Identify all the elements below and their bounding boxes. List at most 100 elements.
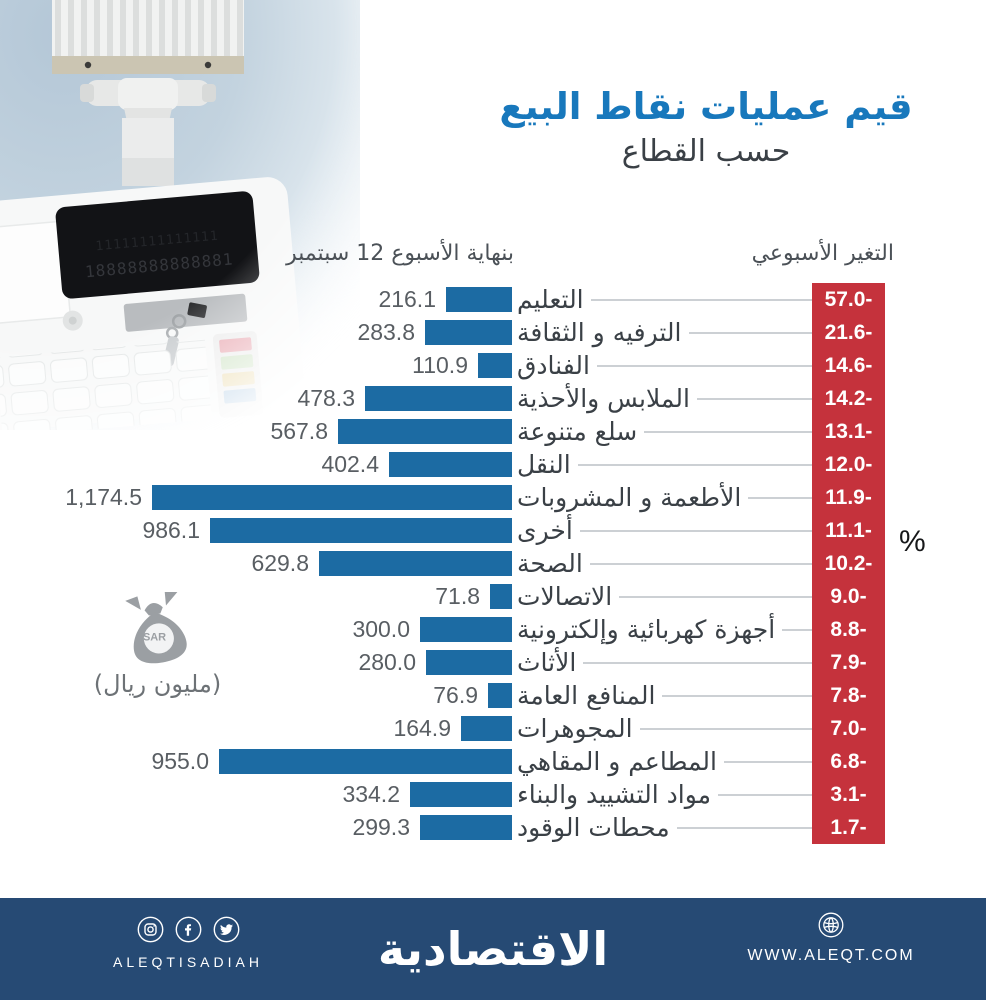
leader-line (662, 694, 812, 697)
bar (420, 815, 512, 840)
bar (152, 485, 512, 510)
key-ring-icon (171, 314, 187, 329)
leader-line (619, 595, 812, 598)
weekly-change-cell: 57.0- (812, 283, 885, 316)
leader-line (676, 826, 812, 829)
cash-register-photo: 11111111111111 18888888888881 (0, 0, 360, 438)
value-column-header: بنهاية الأسبوع 12 سبتمبر (286, 241, 514, 266)
bar (365, 386, 512, 411)
leader-line (782, 628, 812, 631)
weekly-change-cell: 6.8- (812, 745, 885, 778)
weekly-change-cell: 7.0- (812, 712, 885, 745)
weekly-change-cell: 8.8- (812, 613, 885, 646)
bar-value-label: 71.8 (435, 583, 480, 609)
cash-register-illustration: 11111111111111 18888888888881 (0, 0, 305, 438)
bar-value-label: 567.8 (270, 418, 328, 444)
chart-row: 280.0 الأثاث 7.9- (0, 646, 986, 679)
bar (425, 320, 512, 345)
chart-row: 71.8 الاتصالات 9.0- (0, 580, 986, 613)
bar (446, 287, 512, 312)
page-subtitle: حسب القطاع (621, 134, 791, 170)
leader-line (696, 397, 812, 400)
category-label: الفنادق (517, 351, 590, 380)
bar-value-label: 629.8 (251, 550, 309, 576)
weekly-change-cell: 14.6- (812, 349, 885, 382)
bar-value-label: 216.1 (378, 286, 436, 312)
weekly-change-cell: 12.0- (812, 448, 885, 481)
category-label-group: مواد التشييد والبناء (517, 778, 812, 811)
leader-line (723, 760, 812, 763)
leader-line (644, 430, 812, 433)
chart-row: 986.1 أخرى 11.1- (0, 514, 986, 547)
weekly-change-cell: 10.2- (812, 547, 885, 580)
leader-line (688, 331, 812, 334)
money-bag-sar-icon: SAR (124, 591, 187, 664)
category-label: الترفيه و الثقافة (517, 318, 682, 347)
sar-badge: SAR (142, 632, 165, 644)
register-body: 11111111111111 18888888888881 (0, 177, 305, 438)
leader-line (718, 793, 812, 796)
leader-line (590, 298, 812, 301)
category-label: المنافع العامة (517, 681, 656, 710)
unit-block: SAR (مليون ريال) (90, 591, 225, 698)
bar-value-label: 402.4 (321, 451, 379, 477)
weekly-change-cell: 13.1- (812, 415, 885, 448)
unit-label: (مليون ريال) (93, 670, 222, 698)
bar (319, 551, 512, 576)
instagram-icon (137, 916, 164, 947)
weekly-change-cell: 7.9- (812, 646, 885, 679)
weekly-change-cell: 7.8- (812, 679, 885, 712)
category-label-group: سلع متنوعة (517, 415, 812, 448)
category-label: مواد التشييد والبناء (517, 780, 711, 809)
chart-row: 334.2 مواد التشييد والبناء 3.1- (0, 778, 986, 811)
bar (420, 617, 512, 642)
chart-row: 110.9 الفنادق 14.6- (0, 349, 986, 382)
bar-value-label: 283.8 (357, 319, 415, 345)
weekly-change-cell: 11.1- (812, 514, 885, 547)
bar-value-label: 110.9 (412, 352, 468, 378)
title-block: قيم عمليات نقاط البيع حسب القطاع (496, 84, 916, 169)
category-label: الصحة (517, 549, 583, 578)
chart-row: 629.8 الصحة 10.2- (0, 547, 986, 580)
category-label-group: الأثاث (517, 646, 812, 679)
category-label: الأثاث (517, 648, 577, 677)
category-label-group: المنافع العامة (517, 679, 812, 712)
twitter-icon (213, 916, 240, 947)
page-title: قيم عمليات نقاط البيع (499, 85, 913, 128)
bar-value-label: 1,174.5 (65, 484, 142, 510)
bar (410, 782, 512, 807)
bar-value-label: 986.1 (142, 517, 200, 543)
category-label-group: الملابس والأحذية (517, 382, 812, 415)
bar (389, 452, 512, 477)
bar-value-label: 280.0 (358, 649, 416, 675)
footer-logo-block: الاقتصادية (0, 898, 986, 1000)
change-column-header: التغير الأسبوعي (751, 241, 894, 266)
footer-website-block: WWW.ALEQT.COM (716, 912, 946, 965)
chart-row: 1,174.5 الأطعمة و المشروبات 11.9- (0, 481, 986, 514)
card-slots (212, 331, 264, 418)
receipt-printer (52, 0, 244, 74)
category-label: الأطعمة و المشروبات (517, 483, 742, 512)
category-label: أخرى (517, 516, 573, 545)
globe-icon (818, 912, 844, 942)
chart-row: 567.8 سلع متنوعة 13.1- (0, 415, 986, 448)
category-label: المطاعم و المقاهي (517, 747, 717, 776)
footer-social-block: ALEQTISADIAH (98, 916, 278, 970)
category-label-group: التعليم (517, 283, 812, 316)
category-label-group: النقل (517, 448, 812, 481)
leader-line (583, 661, 812, 664)
social-handle: ALEQTISADIAH (113, 954, 263, 970)
category-label-group: الاتصالات (517, 580, 812, 613)
category-label: محطات الوقود (517, 813, 670, 842)
category-label-group: المجوهرات (517, 712, 812, 745)
category-label-group: الصحة (517, 547, 812, 580)
leader-line (577, 463, 812, 466)
chart-row: 955.0 المطاعم و المقاهي 6.8- (0, 745, 986, 778)
weekly-change-cell: 1.7- (812, 811, 885, 844)
bar (490, 584, 512, 609)
percent-symbol: % (899, 525, 926, 558)
chart-row: 164.9 المجوهرات 7.0- (0, 712, 986, 745)
weekly-change-cell: 9.0- (812, 580, 885, 613)
website-url: WWW.ALEQT.COM (747, 947, 915, 964)
chart-row: 300.0 أجهزة كهربائية وإلكترونية 8.8- (0, 613, 986, 646)
